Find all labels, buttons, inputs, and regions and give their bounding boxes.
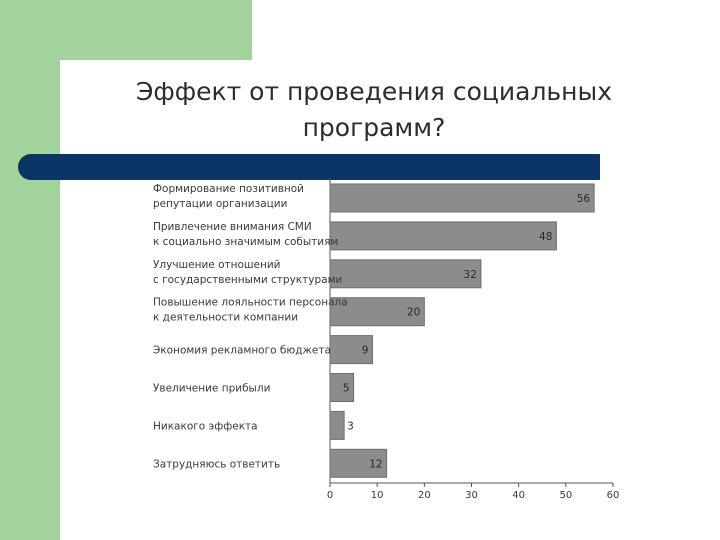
x-tick-label-6: 60 [607,490,620,501]
bar-4 [329,335,373,365]
category-label-6-0: Никакого эффекта [153,420,258,432]
bar-1 [329,221,557,251]
title-line-1: Эффект от проведения социальных [135,77,613,106]
value-label-5: 5 [343,383,350,395]
bar-0 [329,183,595,213]
value-label-7: 12 [369,458,382,470]
bar-5 [329,373,355,402]
category-label-4-0: Экономия рекламного бюджета [153,345,331,357]
value-label-3: 20 [407,307,420,319]
category-label-1-0: Привлечение внимания СМИ [153,221,312,233]
decor-navy-bar [18,154,600,180]
category-label-3-0: Повышение лояльности персонала [153,297,348,309]
bar-7 [329,448,388,478]
category-label-2-1: с государственными структурами [153,274,342,286]
x-tick-label-2: 20 [418,490,431,501]
decor-green-strip [0,0,60,540]
value-label-6: 3 [347,420,354,432]
bar-2 [329,259,482,289]
bar-6 [329,410,345,440]
value-label-1: 48 [539,231,552,243]
category-label-0-0: Формирование позитивной [153,183,304,195]
x-tick-label-3: 30 [465,490,478,501]
value-label-2: 32 [464,269,477,281]
x-tick-label-4: 40 [512,490,525,501]
category-label-5-0: Увеличение прибыли [153,383,270,395]
bar-3 [329,297,425,327]
category-label-1-1: к социально значимым событиям [153,236,338,248]
value-label-4: 9 [362,345,369,357]
x-tick-label-5: 50 [559,490,572,501]
category-label-0-1: репутации организации [153,198,287,210]
category-label-2-0: Улучшение отношений [153,259,281,271]
category-label-3-1: к деятельности компании [153,312,298,324]
value-label-0: 56 [577,193,591,205]
x-tick-label-1: 10 [371,490,384,501]
slide-title: Эффект от проведения социальных программ… [60,74,688,146]
title-line-2: программ? [302,113,446,142]
x-tick-label-0: 0 [327,490,333,501]
category-label-7-0: Затрудняюсь ответить [153,458,280,470]
